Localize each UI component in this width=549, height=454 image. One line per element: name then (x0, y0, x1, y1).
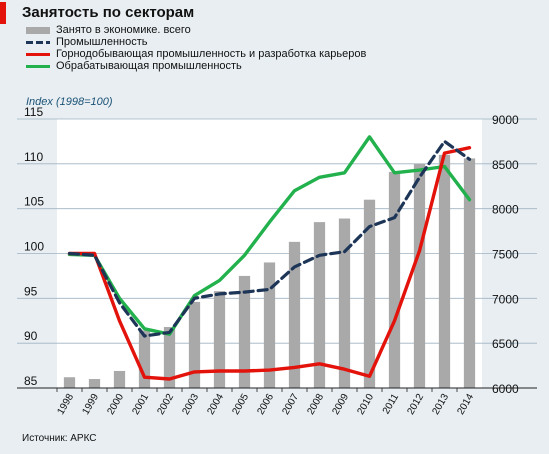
x-tick-label: 1999 (80, 392, 101, 417)
series-lines (67, 135, 472, 381)
bar-total-employment (138, 330, 151, 388)
x-tick-label: 1998 (55, 392, 76, 417)
bar-total-employment (413, 163, 426, 388)
left-axis: 85 90 95 100 105 110 115 (24, 105, 44, 388)
bar-total-employment (338, 218, 351, 388)
bar-total-employment (188, 301, 201, 388)
right-tick-label: 7500 (492, 248, 519, 262)
bar-total-employment (313, 222, 326, 388)
legend-item-manufacturing: Обрабатывающая промышленность (24, 60, 366, 72)
x-tick-label: 2007 (280, 392, 301, 417)
legend-label: Занято в экономике. всего (56, 24, 191, 36)
line-mining (67, 145, 472, 381)
legend-item-total: Занято в экономике. всего (24, 24, 366, 36)
x-tick-label: 2011 (381, 392, 401, 417)
legend-swatch-dash (24, 36, 52, 48)
x-tick-label: 2004 (205, 392, 226, 417)
x-tick-label: 2002 (155, 392, 176, 417)
bar-total-employment (288, 241, 301, 388)
legend-label: Обрабатывающая промышленность (56, 60, 242, 72)
bar-total-employment (438, 154, 451, 388)
left-tick-label: 100 (24, 240, 44, 254)
bars-total-employment (63, 154, 476, 388)
left-axis-unit-label: Index (1998=100) (26, 96, 113, 108)
x-tick-label: 2006 (255, 392, 276, 417)
left-tick-label: 95 (24, 284, 38, 298)
x-tick-label: 2012 (405, 392, 426, 417)
bar-total-employment (113, 370, 126, 388)
legend-item-mining: Горнодобывающая промышленность и разрабо… (24, 48, 366, 60)
legend: Занято в экономике. всего Промышленность… (24, 24, 366, 72)
x-tick-label: 2008 (305, 392, 326, 417)
line-industry (67, 139, 472, 338)
left-tick-label: 110 (24, 150, 43, 164)
legend-item-industry: Промышленность (24, 36, 366, 48)
legend-swatch-red (24, 48, 52, 60)
bar-total-employment (463, 158, 476, 388)
bar-total-employment (163, 327, 176, 388)
accent-marker (0, 2, 6, 24)
x-tick-label: 2005 (230, 392, 251, 417)
x-tick-label: 2009 (330, 392, 351, 417)
x-tick-label: 2013 (430, 392, 451, 417)
bar-total-employment (63, 377, 76, 388)
line-manufacturing (67, 135, 472, 336)
right-tick-label: 7000 (492, 292, 519, 306)
x-tick-label: 2010 (355, 392, 376, 417)
right-tick-label: 8000 (492, 203, 519, 217)
bar-total-employment (363, 199, 376, 388)
legend-label: Горнодобывающая промышленность и разрабо… (56, 48, 367, 60)
right-axis: 6000 6500 7000 7500 8000 8500 9000 (492, 113, 519, 396)
x-tick-label: 2003 (180, 392, 201, 417)
x-tick-label: 2001 (130, 392, 151, 417)
bar-total-employment (88, 379, 101, 388)
source-note: Источник: АРКС (22, 433, 97, 444)
left-tick-label: 85 (24, 374, 38, 388)
right-tick-label: 6000 (492, 382, 519, 396)
bar-total-employment (238, 275, 251, 388)
x-tick-label: 2000 (105, 392, 126, 417)
bar-total-employment (388, 171, 401, 388)
legend-label: Промышленность (56, 36, 148, 48)
bar-total-employment (263, 262, 276, 388)
x-axis: 1998 1999 2000 2001 2002 2003 2004 2005 2006 2007… (17, 387, 537, 417)
legend-swatch-bar (24, 24, 52, 36)
right-tick-label: 8500 (492, 158, 519, 172)
x-tick-label: 2014 (455, 392, 476, 417)
left-tick-label: 115 (24, 105, 43, 119)
right-tick-label: 6500 (492, 337, 519, 351)
bar-total-employment (213, 291, 226, 388)
left-tick-label: 90 (24, 329, 38, 343)
chart-title: Занятость по секторам (22, 4, 195, 21)
legend-swatch-green (24, 60, 52, 72)
right-tick-label: 9000 (492, 113, 519, 127)
left-tick-label: 105 (24, 195, 44, 209)
